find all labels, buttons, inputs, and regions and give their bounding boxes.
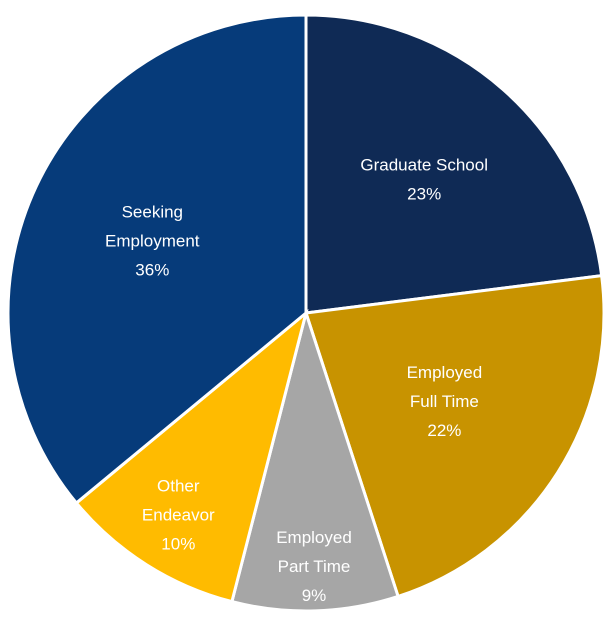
pie-slice bbox=[304, 273, 603, 599]
slice-category-label: Seeking bbox=[122, 203, 183, 222]
slice-category-label: Other bbox=[157, 476, 200, 495]
pie-labels: Graduate School 23%Employed Full Time 22%Em… bbox=[105, 155, 488, 605]
slice-label: Employed Full Time 22% bbox=[407, 363, 483, 440]
slice-category-label: Full Time bbox=[410, 392, 479, 411]
slice-percent-label: 10% bbox=[161, 534, 195, 553]
slice-percent-label: 23% bbox=[407, 184, 441, 203]
pie-slice bbox=[6, 13, 308, 506]
pie-slice bbox=[230, 307, 400, 613]
slice-label: Other Endeavor 10% bbox=[142, 476, 215, 553]
slice-percent-label: 22% bbox=[427, 421, 461, 440]
pie-slice bbox=[304, 13, 603, 315]
slice-category-label: Employed bbox=[407, 363, 483, 382]
slice-category-label: Employment bbox=[105, 232, 200, 251]
slice-label: Graduate School 23% bbox=[360, 155, 488, 203]
slice-category-label: Employed bbox=[276, 528, 352, 547]
slice-category-label: Endeavor bbox=[142, 505, 215, 524]
slice-percent-label: 9% bbox=[302, 586, 327, 605]
pie-slices bbox=[6, 13, 603, 613]
slice-percent-label: 36% bbox=[135, 261, 169, 280]
slice-category-label: Part Time bbox=[278, 557, 351, 576]
pie-slice bbox=[74, 308, 309, 604]
slice-category-label: Graduate School bbox=[360, 155, 488, 174]
slice-label: Employed Part Time 9% bbox=[276, 528, 352, 605]
slice-label: Seeking Employment 36% bbox=[105, 203, 200, 280]
